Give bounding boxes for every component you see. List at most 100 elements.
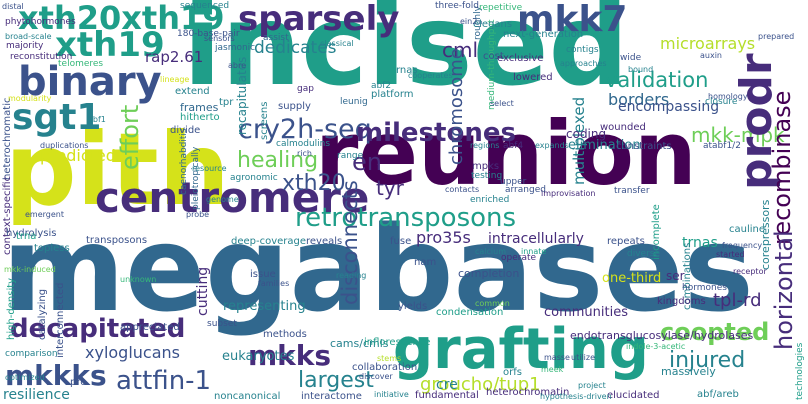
word-families: families xyxy=(258,279,290,288)
word-majority: majority xyxy=(6,41,44,51)
word-broad-scale: broad-scale xyxy=(5,32,52,41)
word-encompassing: encompassing xyxy=(618,99,720,115)
word-nam: nam xyxy=(414,257,437,268)
word-binary: binary xyxy=(18,59,162,105)
word-stems: stems xyxy=(377,354,402,363)
word-duplications: duplications xyxy=(40,141,89,150)
word-calmodulins: calmodulins xyxy=(276,139,331,149)
word-tpl-rd: tpl-rd xyxy=(713,290,762,311)
word-groucho: groucho/tup1 xyxy=(420,374,541,395)
word-phytohormones: phytohormones xyxy=(5,17,76,27)
word-extend: extend xyxy=(175,86,210,97)
word-constraints: constraints xyxy=(616,141,672,152)
word-hitherto: hitherto xyxy=(180,112,220,123)
word-unknown: unknown xyxy=(120,275,157,284)
word-abre: abre xyxy=(228,61,247,70)
word-disconnects: disconnects xyxy=(338,180,362,305)
word-mkk-mpk: mkk-mpk xyxy=(691,123,785,147)
word-masse: masse xyxy=(544,353,570,362)
word-probe: probe xyxy=(186,210,210,219)
word-three-fold: three-fold xyxy=(435,1,479,11)
word-interactome: interactome xyxy=(301,391,362,402)
word-medium-throughput: medium-throughput xyxy=(487,19,497,110)
word-noncanonical: noncanonical xyxy=(214,391,281,402)
word-trnas: trnas xyxy=(682,235,718,251)
word-tyr: tyr xyxy=(376,176,404,200)
word-optimized: optimized xyxy=(5,373,45,382)
word-hormones: hormones xyxy=(682,283,727,293)
word-appreciated: appreciated xyxy=(120,322,180,333)
word-prepared: prepared xyxy=(758,32,795,41)
word-telomeres: telomeres xyxy=(58,59,104,69)
word-methods: methods xyxy=(263,329,307,340)
word-reunion: reunion xyxy=(315,102,697,205)
word-completion: completion xyxy=(458,267,520,280)
word-resource: resource xyxy=(192,164,227,173)
word-pleiotropically: pleiotropically xyxy=(191,146,201,210)
word-genome: genome xyxy=(206,195,239,204)
word-abf4: abf4 xyxy=(503,141,524,151)
word-cooperates: cooperates xyxy=(408,71,453,80)
word-improvisation: improvisation xyxy=(541,189,596,198)
word-elimination: elimination xyxy=(568,138,641,153)
word-sequenced: sequenced xyxy=(180,1,230,11)
word-lineage: lineage xyxy=(160,75,190,84)
word-reveals: reveals xyxy=(306,236,343,247)
word-range: range xyxy=(337,151,364,161)
word-screens: screens xyxy=(259,101,270,140)
word-intracellularly: intracellularly xyxy=(488,231,584,247)
word-utilize: utilize xyxy=(571,353,595,362)
word-repetitive: repetitive xyxy=(479,3,523,13)
word-issue: issue xyxy=(250,269,276,280)
word-heterochromatic: heterochromatic xyxy=(2,97,13,181)
word-abf2: abf2 xyxy=(371,81,392,91)
word-microarrays: microarrays xyxy=(660,34,756,53)
word-mkk-induced: mkk-induced xyxy=(4,265,56,274)
word-sparsely: sparsely xyxy=(238,0,400,39)
word-comparison: comparison xyxy=(5,349,58,359)
word-eukaryotes: eukaryotes xyxy=(222,349,295,364)
word-frames: frames xyxy=(180,101,219,114)
word-fundamental: fundamental xyxy=(415,390,479,401)
word-en: en xyxy=(352,148,382,176)
word-abf1: abf1 xyxy=(88,115,106,124)
word-wide: wide xyxy=(620,53,642,63)
word-incised: incised xyxy=(183,0,629,111)
word-cre: cre xyxy=(436,377,458,393)
word-interconnected: interconnected xyxy=(55,282,66,358)
word-reading: reading xyxy=(336,271,367,280)
word-technologies: technologies xyxy=(795,342,805,400)
word-attfin-1: attfin-1 xyxy=(116,366,212,396)
word-calcium: calcium xyxy=(475,247,507,256)
word-borders: borders xyxy=(608,90,670,109)
word-topless: topless xyxy=(34,243,70,254)
word-jasmonic: jasmonic xyxy=(215,43,256,53)
word-supply: supply xyxy=(278,101,311,112)
word-heterochromatin: heterochromatin xyxy=(486,387,570,398)
word-mkk7: mkk7 xyxy=(517,0,628,40)
word-context-specific: context-specific xyxy=(2,175,13,255)
word-coopted: coopted xyxy=(660,318,770,346)
word-dedicates: dedicates xyxy=(254,38,337,58)
word-started: started xyxy=(716,250,745,259)
word-innate: innate xyxy=(521,247,547,256)
word-frequency: frequency xyxy=(722,241,763,250)
word-classical: classical xyxy=(320,39,354,48)
word-chromosome: chromosome xyxy=(446,48,467,165)
word-kingdoms: kingdoms xyxy=(657,296,706,307)
word-inflorescence: inflorescence xyxy=(364,337,431,348)
word-xth20: xth20 xyxy=(282,171,346,196)
word-elegans: elegans xyxy=(473,19,513,30)
word-trna: trna xyxy=(16,231,37,242)
word-leunig: leunig xyxy=(340,97,368,107)
word-communities: communities xyxy=(544,305,628,320)
word-retrotransposons: retrotransposons xyxy=(295,203,517,233)
word-auxin: auxin xyxy=(700,51,722,60)
word-atabf1-2: atabf1/2 xyxy=(703,141,741,151)
word-180-base-pair: 180-base-pair xyxy=(177,29,240,39)
word-grafting: grafting xyxy=(393,317,649,382)
word-cutting: cutting xyxy=(195,266,211,316)
word-healing: healing xyxy=(237,148,319,173)
word-contigs: contigs xyxy=(566,45,599,55)
